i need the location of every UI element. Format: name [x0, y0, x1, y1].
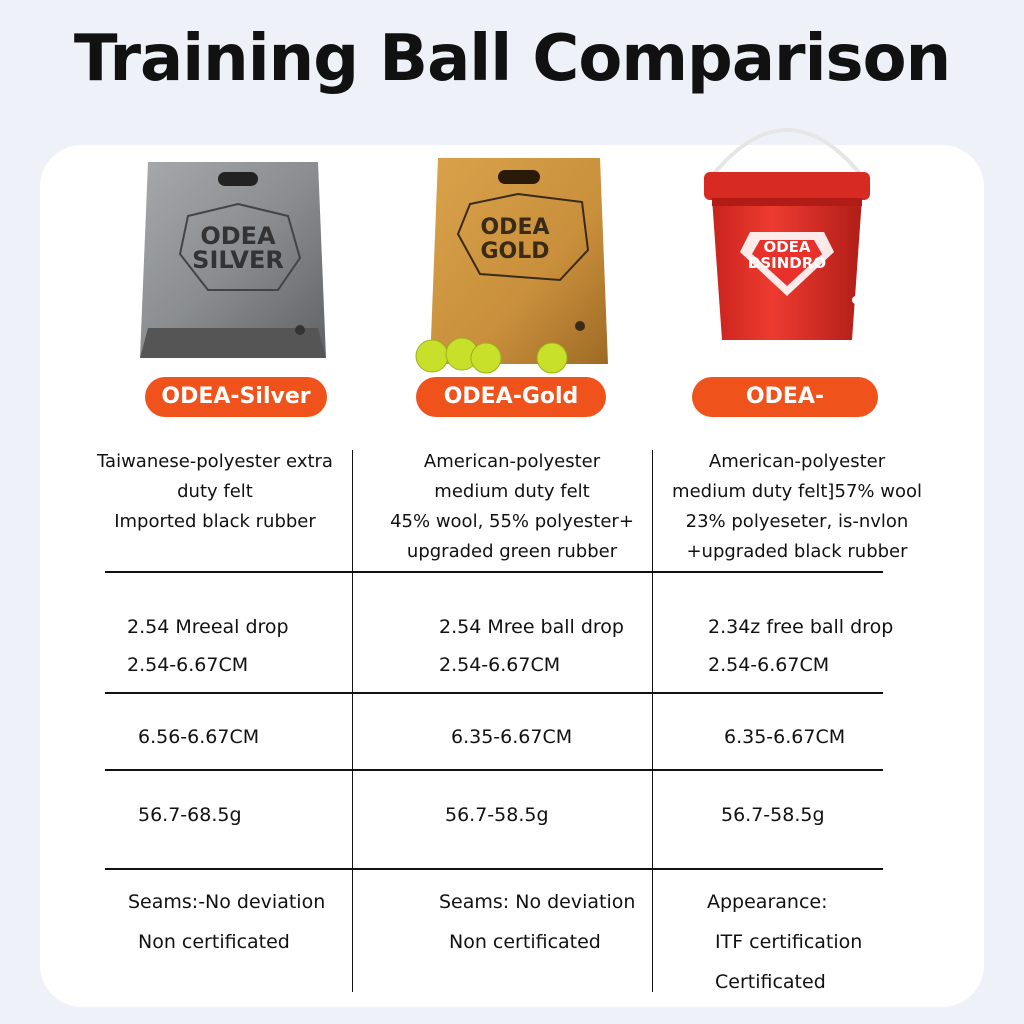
cell-line: medium duty felt⁆57% wool	[672, 481, 922, 502]
tennis-balls-icon	[415, 337, 568, 374]
cell-gold-size: 6.35-6.67CM	[451, 722, 641, 752]
cell-line: 6.35-6.67CM	[451, 726, 573, 748]
cell-line: Certificated	[715, 971, 826, 993]
row-divider-1	[105, 571, 883, 573]
gold-logo-line1: ODEA	[480, 215, 549, 240]
cell-gold-bounce: 2.54 Mree ball drop 2.54-6.67CM	[439, 608, 649, 684]
cell-diamond-size: 6.35-6.67CM	[724, 722, 914, 752]
cell-line: Non certificated	[449, 931, 601, 953]
cell-line: American-polyester	[708, 451, 886, 472]
cell-line: 23% polyeseter, is-nvlon	[685, 511, 909, 532]
row-divider-2	[105, 692, 883, 694]
diamond-logo-line2: DSINDRO	[748, 254, 826, 272]
gold-ball-bag-icon: ODEA GOLD	[430, 158, 608, 364]
red-ball-bucket-icon: ODEA DSINDRO	[704, 128, 870, 340]
badge-odea-silver: ODEA-Silver	[145, 377, 327, 417]
row-divider-4	[105, 868, 883, 870]
cell-line: American-polyester	[423, 451, 601, 472]
cell-gold-weight: 56.7-58.5g	[445, 800, 635, 830]
cell-line: 2.54 Mree ball drop	[439, 616, 624, 638]
cell-silver-size: 6.56-6.67CM	[138, 722, 338, 752]
cell-line: medium duty felt	[434, 481, 590, 502]
cell-line: Seams: No deviation	[439, 891, 636, 913]
cell-line: 45% wool, 55% polyester+	[390, 511, 634, 532]
cell-line: Imported black rubber	[114, 511, 316, 532]
cell-silver-bounce: 2.54 Mreeal drop 2.54-6.67CM	[127, 608, 347, 684]
cell-line: Appearance:	[707, 891, 828, 913]
cell-line: +upgraded black rubber	[686, 541, 908, 562]
cell-line: Non certificated	[138, 931, 290, 953]
cell-line: upgraded green rubber	[406, 541, 618, 562]
cell-silver-weight: 56.7-68.5g	[138, 800, 338, 830]
row-divider-3	[105, 769, 883, 771]
cell-diamond-bounce: 2.34z free ball drop 2.54-6.67CM	[708, 608, 918, 684]
product-gold-image: ODEA GOLD	[410, 150, 710, 374]
cell-line: 6.56-6.67CM	[138, 726, 260, 748]
cell-diamond-certification: Appearance: ITF certification Certificat…	[707, 882, 917, 1002]
cell-line: 2.54-6.67CM	[708, 654, 830, 676]
column-divider-2	[652, 450, 653, 992]
cell-line: ITF certification	[715, 931, 863, 953]
column-divider-1	[352, 450, 353, 992]
cell-line: 2.54 Mreeal drop	[127, 616, 289, 638]
cell-silver-certification: Seams:-No deviation Non certificated	[128, 882, 348, 962]
cell-silver-material: Taiwanese-polyester extra duty felt Impo…	[85, 447, 345, 537]
cell-gold-certification: Seams: No deviation Non certificated	[439, 882, 649, 962]
cell-line: 2.34z free ball drop	[708, 616, 894, 638]
cell-line: 2.54-6.67CM	[439, 654, 561, 676]
silver-logo-line1: ODEA	[200, 222, 276, 250]
cell-line: 2.54-6.67CM	[127, 654, 249, 676]
cell-line: duty felt	[177, 481, 253, 502]
badge-odea-diamond: ODEA-Diamond	[692, 377, 878, 449]
cell-diamond-weight: 56.7-58.5g	[721, 800, 911, 830]
cell-line: 6.35-6.67CM	[724, 726, 846, 748]
cell-diamond-material: American-polyester medium duty felt⁆57% …	[662, 447, 932, 567]
product-diamond-image: ODEA DSINDRO	[700, 128, 1000, 370]
cell-line: 56.7-58.5g	[721, 804, 825, 826]
cell-line: Seams:-No deviation	[128, 891, 326, 913]
cell-line: 56.7-58.5g	[445, 804, 549, 826]
badge-odea-gold: ODEA-Gold	[416, 377, 606, 417]
silver-ball-bag-icon: ODEA SILVER	[140, 162, 326, 358]
page-title: Training Ball Comparison	[73, 22, 951, 96]
silver-logo-line2: SILVER	[192, 246, 284, 274]
product-silver-image: ODEA SILVER	[120, 150, 420, 370]
diamond-logo-line1: ODEA	[763, 238, 810, 256]
cell-gold-material: American-polyester medium duty felt 45% …	[372, 447, 652, 567]
cell-line: Taiwanese-polyester extra	[97, 451, 333, 472]
cell-line: 56.7-68.5g	[138, 804, 242, 826]
gold-logo-line2: GOLD	[480, 239, 549, 264]
